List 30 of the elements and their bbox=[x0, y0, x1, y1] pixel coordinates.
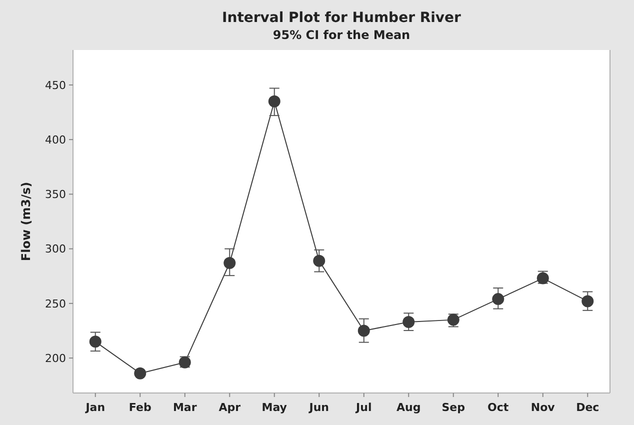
point bbox=[224, 257, 236, 270]
point bbox=[492, 293, 504, 306]
y-tick-label: 400 bbox=[45, 133, 66, 146]
x-tick-label: Jan bbox=[84, 401, 106, 414]
point bbox=[402, 316, 415, 328]
y-tick-label: 200 bbox=[45, 352, 66, 365]
y-tick-label: 450 bbox=[45, 78, 66, 92]
point bbox=[358, 324, 370, 337]
x-tick-label: Sep bbox=[442, 401, 466, 414]
x-tick-label: May bbox=[262, 401, 287, 414]
chart-subtitle: 95% CI for the Mean bbox=[272, 28, 410, 42]
chart-title: Interval Plot for Humber River bbox=[222, 10, 462, 26]
x-tick-label: Apr bbox=[218, 401, 242, 414]
x-tick-label: Jul bbox=[355, 401, 372, 414]
point bbox=[268, 95, 280, 108]
x-tick-label: Aug bbox=[396, 401, 421, 414]
y-tick-label: 300 bbox=[45, 242, 66, 256]
point bbox=[89, 336, 102, 348]
y-tick-label: 250 bbox=[45, 297, 66, 310]
x-tick-label: Nov bbox=[530, 401, 556, 414]
point bbox=[134, 367, 146, 380]
point bbox=[582, 295, 594, 308]
point bbox=[313, 254, 326, 267]
x-tick-label: Dec bbox=[576, 401, 600, 414]
x-tick-label: Mar bbox=[172, 401, 198, 414]
x-tick-label: Oct bbox=[488, 401, 509, 414]
y-tick-label: 350 bbox=[45, 188, 66, 202]
x-tick-label: Feb bbox=[128, 401, 152, 414]
x-tick-label: Jun bbox=[308, 401, 330, 414]
y-axis-title: Flow (m3/s) bbox=[19, 182, 33, 262]
